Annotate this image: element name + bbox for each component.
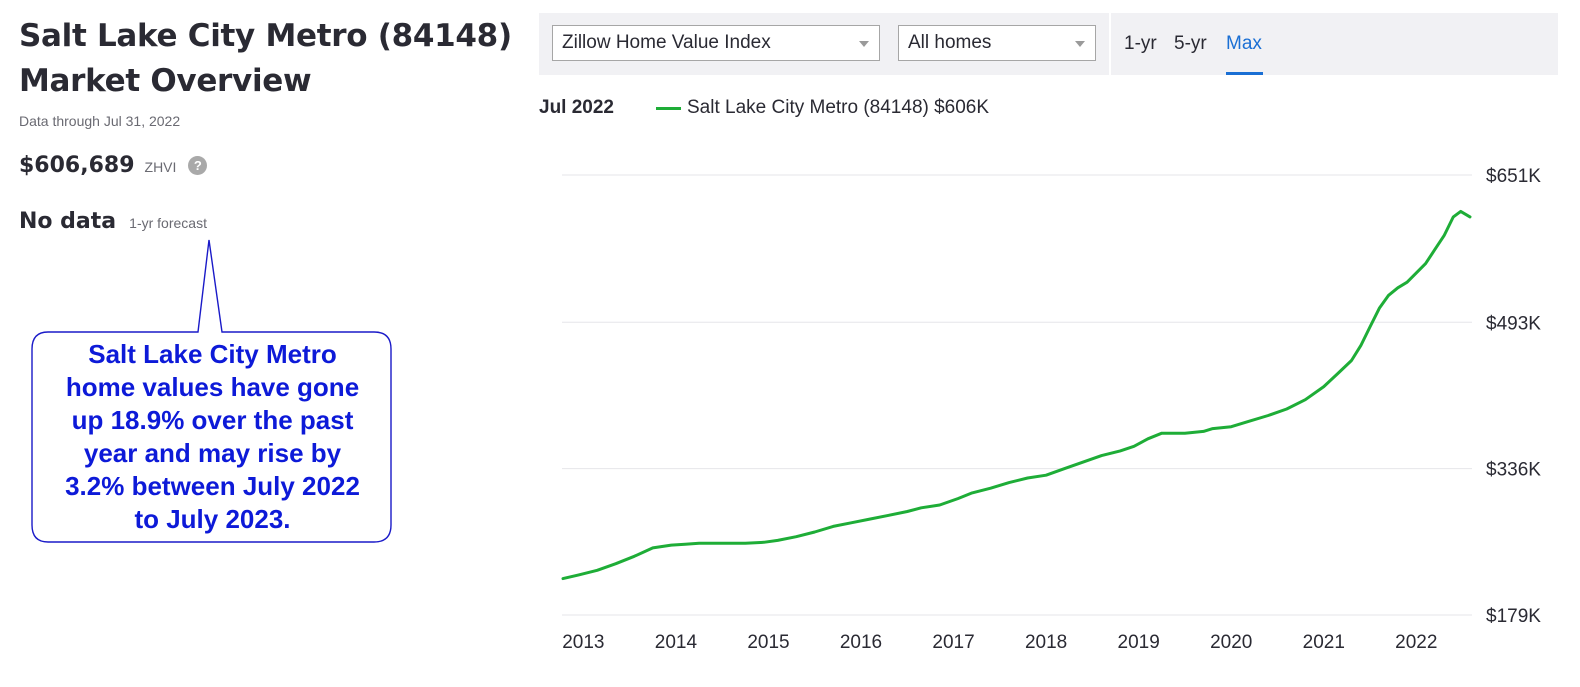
series-line <box>561 209 1472 581</box>
y-tick-label: $336K <box>1486 460 1541 481</box>
callout-line: 3.2% between July 2022 <box>65 471 360 501</box>
active-tab-indicator <box>1226 72 1263 75</box>
callout-line: year and may rise by <box>83 438 342 468</box>
x-tick-label: 2017 <box>932 632 974 653</box>
callout-line: Salt Lake City Metro <box>88 339 337 369</box>
chevron-down-icon <box>1075 41 1085 47</box>
chevron-down-icon <box>859 41 869 47</box>
range-tab-5yr[interactable]: 5-yr <box>1174 33 1207 54</box>
callout-outline <box>31 239 392 543</box>
x-tick-label: 2022 <box>1395 632 1437 653</box>
forecast-summary: No data 1-yr forecast <box>19 209 207 234</box>
x-tick-label: 2019 <box>1118 632 1160 653</box>
callout-line: home values have gone <box>65 372 360 402</box>
zhvi-label: ZHVI <box>144 159 177 175</box>
title-line-2: Market Overview <box>19 63 312 99</box>
legend-series-label: Salt Lake City Metro (84148) $606K <box>687 97 990 118</box>
range-tab-max[interactable]: Max <box>1226 33 1262 54</box>
x-tick-label: 2016 <box>840 632 882 653</box>
y-tick-label: $651K <box>1486 166 1541 187</box>
callout-bubble <box>31 239 392 543</box>
callout-text: Salt Lake City Metro home values have go… <box>34 338 391 536</box>
forecast-label: 1-yr forecast <box>129 215 207 231</box>
metric-select[interactable]: Zillow Home Value Index <box>552 25 880 61</box>
zhvi-summary: $606,689 ZHVI ? <box>19 153 208 178</box>
y-axis-ticks: $651K $493K $336K $179K <box>1486 166 1541 627</box>
y-tick-label: $179K <box>1486 606 1541 627</box>
home-type-select[interactable]: All homes <box>898 25 1096 61</box>
callout-line: up 18.9% over the past <box>71 405 354 435</box>
x-axis-ticks: 2013 2014 2015 2016 2017 2018 2019 2020 2021 2022 <box>562 632 1437 653</box>
callout-line: to July 2023. <box>134 504 291 534</box>
title-line-1: Salt Lake City Metro (84148) <box>19 18 512 54</box>
metric-select-value: Zillow Home Value Index <box>562 32 771 53</box>
y-tick-label: $493K <box>1486 313 1541 334</box>
x-tick-label: 2013 <box>562 632 604 653</box>
data-through-date: Data through Jul 31, 2022 <box>19 113 181 129</box>
page-title: Salt Lake City Metro (84148) Market Over… <box>19 14 512 104</box>
zhvi-value: $606,689 <box>19 153 135 178</box>
chart-controls: Zillow Home Value Index All homes 1-yr 5… <box>539 13 1558 75</box>
question-circle-icon[interactable]: ? <box>188 156 208 175</box>
legend-date: Jul 2022 <box>539 97 614 118</box>
x-tick-label: 2018 <box>1025 632 1067 653</box>
x-tick-label: 2015 <box>747 632 789 653</box>
chart-gridlines <box>562 174 1472 616</box>
forecast-value: No data <box>19 209 117 234</box>
range-tab-1yr[interactable]: 1-yr <box>1124 33 1157 54</box>
x-tick-label: 2021 <box>1303 632 1345 653</box>
legend-swatch <box>656 107 681 110</box>
overview-panel: Salt Lake City Metro (84148) Market Over… <box>19 0 519 687</box>
x-tick-label: 2014 <box>655 632 698 653</box>
home-type-select-value: All homes <box>908 32 992 53</box>
x-tick-label: 2020 <box>1210 632 1252 653</box>
range-tabs: 1-yr 5-yr Max <box>1109 13 1558 75</box>
